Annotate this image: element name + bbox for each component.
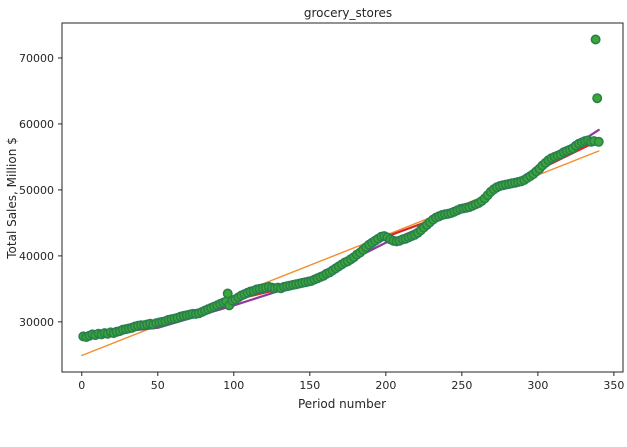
- y-tick-label: 50000: [19, 184, 54, 197]
- y-tick-label: 60000: [19, 118, 54, 131]
- plot-frame: [61, 22, 624, 373]
- x-axis-label: Period number: [298, 397, 386, 411]
- y-axis-label: Total Sales, Million $: [5, 137, 19, 260]
- x-tick-label: 200: [375, 379, 396, 392]
- scatter-point: [593, 136, 604, 147]
- scatter-point: [592, 93, 603, 104]
- x-tick-label: 350: [603, 379, 624, 392]
- y-axis-ticks: 30000 40000 50000 60000 70000: [19, 52, 62, 329]
- series-group: [78, 34, 604, 357]
- x-tick-label: 50: [151, 379, 165, 392]
- y-tick-label: 70000: [19, 52, 54, 65]
- x-tick-label: 100: [223, 379, 244, 392]
- scatter-point: [222, 288, 233, 299]
- chart-title: grocery_stores: [304, 6, 392, 20]
- y-tick-label: 30000: [19, 316, 54, 329]
- x-tick-label: 0: [78, 379, 85, 392]
- x-tick-label: 150: [299, 379, 320, 392]
- y-tick-label: 40000: [19, 250, 54, 263]
- x-tick-label: 300: [527, 379, 548, 392]
- x-tick-label: 250: [451, 379, 472, 392]
- x-axis-ticks: 0 50 100 150 200 250 300 350: [78, 372, 624, 392]
- scatter-point: [590, 34, 601, 45]
